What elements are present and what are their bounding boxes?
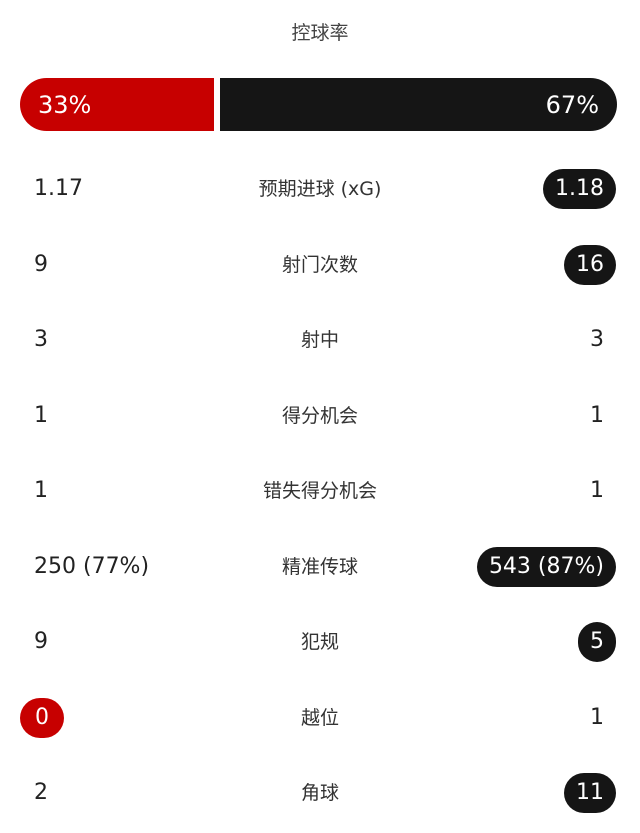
home-value: 2 xyxy=(34,780,48,805)
away-value: 1 xyxy=(590,478,604,503)
divider xyxy=(214,78,220,131)
stat-row: 1 错失得分机会 1 xyxy=(0,471,640,511)
stat-label: 角球 xyxy=(300,782,339,804)
stat-row: 1 得分机会 1 xyxy=(0,396,640,436)
stat-label: 射中 xyxy=(300,329,339,351)
away-value: 543 (87%) xyxy=(476,546,616,587)
away-value: 1 xyxy=(590,402,604,428)
home-value: 3 xyxy=(34,327,48,352)
possession-title: 控球率 xyxy=(291,22,349,44)
stat-row: 0 越位 1 xyxy=(0,697,640,738)
stat-row: 250 (77%) 精准传球 543 (87%) xyxy=(0,546,640,587)
stat-row: 1.17 预期进球 (xG) 1.18 xyxy=(0,169,640,209)
stat-label: 越位 xyxy=(300,706,339,729)
stat-label: 得分机会 xyxy=(281,404,358,427)
home-value: 0 xyxy=(20,697,64,738)
home-value: 1 xyxy=(34,478,48,503)
stat-row: 9 射门次数 16 xyxy=(0,244,640,285)
away-value: 1 xyxy=(590,704,604,730)
home-value: 9 xyxy=(34,629,48,654)
away-value: 1.18 xyxy=(543,169,616,209)
stat-label: 犯规 xyxy=(300,631,339,653)
home-value: 1 xyxy=(34,402,48,428)
stat-label: 错失得分机会 xyxy=(262,480,377,502)
possession-away: 67% xyxy=(220,78,617,131)
home-value: 250 (77%) xyxy=(34,553,150,579)
stat-label: 射门次数 xyxy=(281,253,358,276)
possession-bar: 33% 67% xyxy=(20,78,617,131)
away-value: 3 xyxy=(590,327,604,352)
away-value: 5 xyxy=(578,622,616,662)
away-value: 16 xyxy=(564,244,616,285)
stat-row: 2 角球 11 xyxy=(0,773,640,813)
stat-row: 3 射中 3 xyxy=(0,320,640,360)
away-value: 11 xyxy=(564,773,616,813)
home-value: 1.17 xyxy=(34,176,83,201)
home-value: 9 xyxy=(34,251,48,277)
possession-home: 33% xyxy=(20,78,214,131)
stat-row: 9 犯规 5 xyxy=(0,622,640,662)
